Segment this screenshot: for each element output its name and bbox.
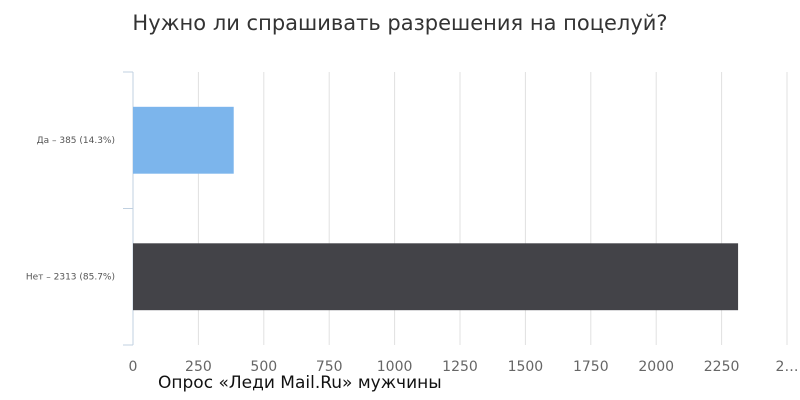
x-tick-label: 250: [185, 359, 212, 375]
x-tick-label: 2000: [638, 359, 674, 375]
x-tick-label: 1750: [573, 359, 609, 375]
x-tick-label: 1000: [377, 359, 413, 375]
chart-title: Нужно ли спрашивать разрешения на поцелу…: [132, 11, 667, 35]
y-tick-label: Да – 385 (14.3%): [37, 136, 115, 146]
bar: [133, 106, 234, 174]
x-tick-label: 1500: [508, 359, 544, 375]
y-tick-label: Нет – 2313 (85.7%): [26, 272, 115, 282]
x-tick-label: 0: [129, 359, 138, 375]
x-tick-label: 500: [250, 359, 277, 375]
x-tick-label: 2250: [704, 359, 740, 375]
x-tick-label: 2…: [776, 359, 799, 375]
bar: [133, 243, 739, 311]
footnote: Опрос «Леди Mail.Ru» мужчины: [158, 373, 442, 393]
x-tick-label: 1250: [442, 359, 478, 375]
x-tick-label: 750: [316, 359, 343, 375]
